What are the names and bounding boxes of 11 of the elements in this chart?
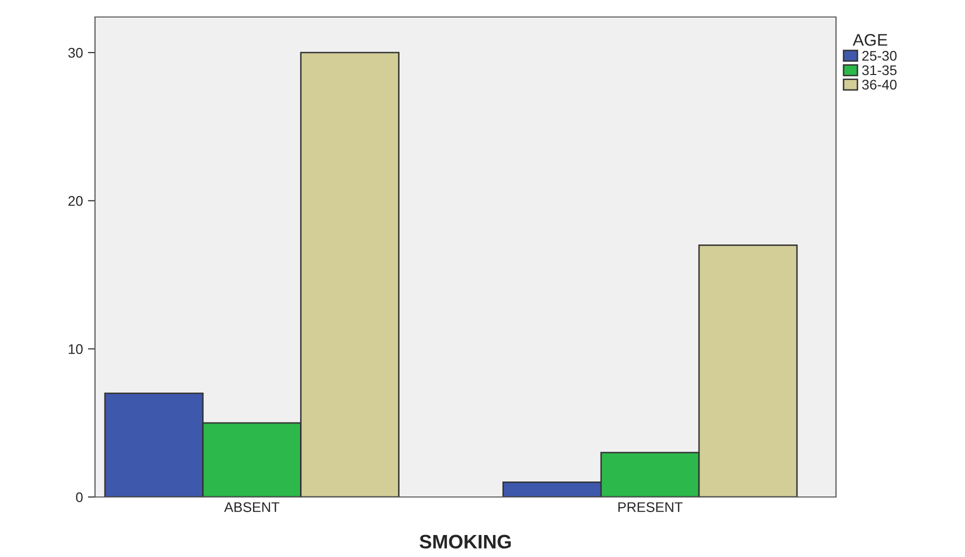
x-tick-label: PRESENT <box>618 502 683 512</box>
legend-title: AGE <box>852 34 888 46</box>
y-tick-label: 10 <box>68 344 83 354</box>
legend-label: 25-30 <box>862 50 897 61</box>
x-tick-label: ABSENT <box>224 502 280 512</box>
y-tick-label: 0 <box>76 492 83 502</box>
x-axis-title: SMOKING <box>420 534 511 549</box>
legend-label: 36-40 <box>862 80 897 90</box>
y-tick-label: 30 <box>68 48 83 58</box>
legend-label: 31-35 <box>862 65 897 76</box>
y-tick-label: 20 <box>68 196 83 206</box>
